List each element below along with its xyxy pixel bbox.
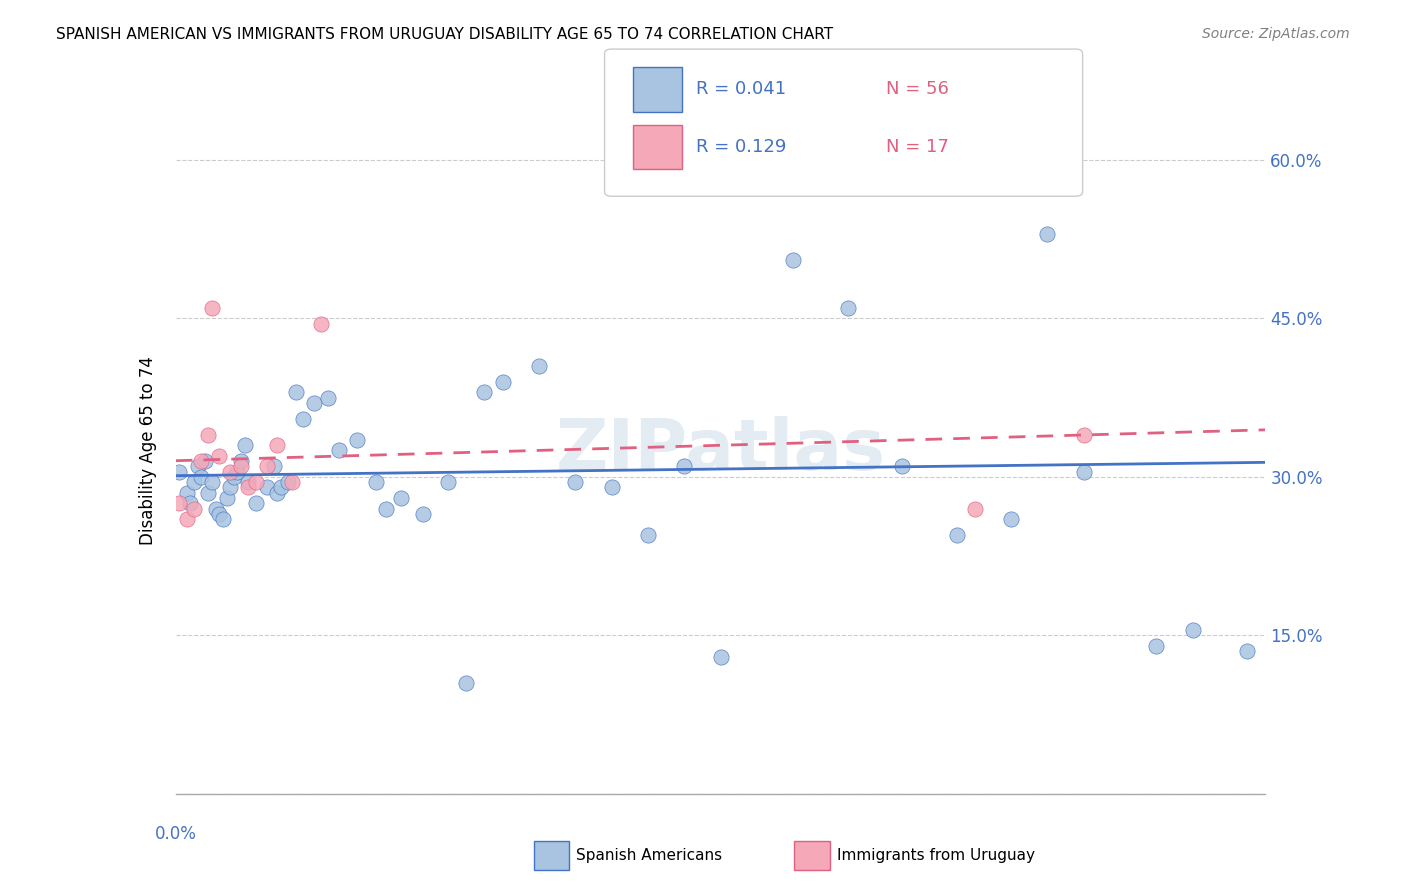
Point [564, 475, 586, 490]
Point [233, 438, 256, 452]
Point [1236, 644, 1258, 658]
Point [309, 317, 332, 331]
Text: R = 0.041: R = 0.041 [696, 80, 786, 98]
Text: Source: ZipAtlas.com: Source: ZipAtlas.com [1202, 27, 1350, 41]
Point [782, 253, 804, 268]
Point [183, 475, 205, 490]
Point [1073, 427, 1095, 442]
Point [186, 459, 209, 474]
Point [179, 496, 201, 510]
Text: SPANISH AMERICAN VS IMMIGRANTS FROM URUGUAY DISABILITY AGE 65 TO 74 CORRELATION : SPANISH AMERICAN VS IMMIGRANTS FROM URUG… [56, 27, 834, 42]
Point [1036, 227, 1059, 241]
Point [302, 396, 325, 410]
Point [231, 454, 253, 468]
Point [673, 459, 696, 474]
Point [1146, 639, 1168, 653]
Point [318, 391, 340, 405]
Point [256, 459, 278, 474]
Point [176, 485, 198, 500]
Text: N = 56: N = 56 [886, 80, 949, 98]
Point [208, 449, 231, 463]
Point [1181, 623, 1204, 637]
Point [256, 480, 278, 494]
Point [204, 501, 226, 516]
Point [266, 438, 288, 452]
Point [492, 375, 515, 389]
Point [219, 465, 242, 479]
Point [375, 501, 398, 516]
Text: 0.0%: 0.0% [155, 825, 197, 843]
Point [183, 501, 205, 516]
Point [281, 475, 304, 490]
Point [710, 649, 733, 664]
Point [346, 433, 368, 447]
Point [190, 470, 212, 484]
Point [270, 480, 292, 494]
Point [169, 496, 191, 510]
Point [215, 491, 238, 505]
Point [527, 359, 550, 373]
Point [238, 475, 260, 490]
Point [389, 491, 412, 505]
Point [176, 512, 198, 526]
Point [437, 475, 460, 490]
Point [231, 459, 253, 474]
Point [364, 475, 387, 490]
Point [219, 480, 242, 494]
Point [745, 163, 768, 178]
Point [169, 465, 191, 479]
Text: N = 17: N = 17 [886, 138, 949, 156]
Point [245, 496, 267, 510]
Point [456, 676, 478, 690]
Point [201, 475, 224, 490]
Point [222, 470, 245, 484]
Point [197, 485, 219, 500]
Point [208, 507, 231, 521]
Point [197, 427, 219, 442]
Text: Spanish Americans: Spanish Americans [576, 848, 723, 863]
Point [194, 454, 217, 468]
Point [837, 301, 859, 315]
Point [212, 512, 235, 526]
Point [412, 507, 434, 521]
Point [328, 443, 350, 458]
Point [600, 480, 623, 494]
Point [190, 454, 212, 468]
Point [1073, 465, 1095, 479]
Point [277, 475, 299, 490]
Point [201, 301, 224, 315]
Point [963, 501, 986, 516]
Point [1000, 512, 1022, 526]
Point [637, 528, 659, 542]
Point [238, 480, 260, 494]
Y-axis label: Disability Age 65 to 74: Disability Age 65 to 74 [139, 356, 157, 545]
Text: Immigrants from Uruguay: Immigrants from Uruguay [837, 848, 1035, 863]
Text: ZIPatlas: ZIPatlas [555, 416, 886, 485]
Point [945, 528, 967, 542]
Point [245, 475, 267, 490]
Point [891, 459, 914, 474]
Point [226, 465, 249, 479]
Point [291, 411, 314, 425]
Point [284, 385, 307, 400]
Point [266, 485, 288, 500]
Point [474, 385, 496, 400]
Text: R = 0.129: R = 0.129 [696, 138, 786, 156]
Point [263, 459, 285, 474]
